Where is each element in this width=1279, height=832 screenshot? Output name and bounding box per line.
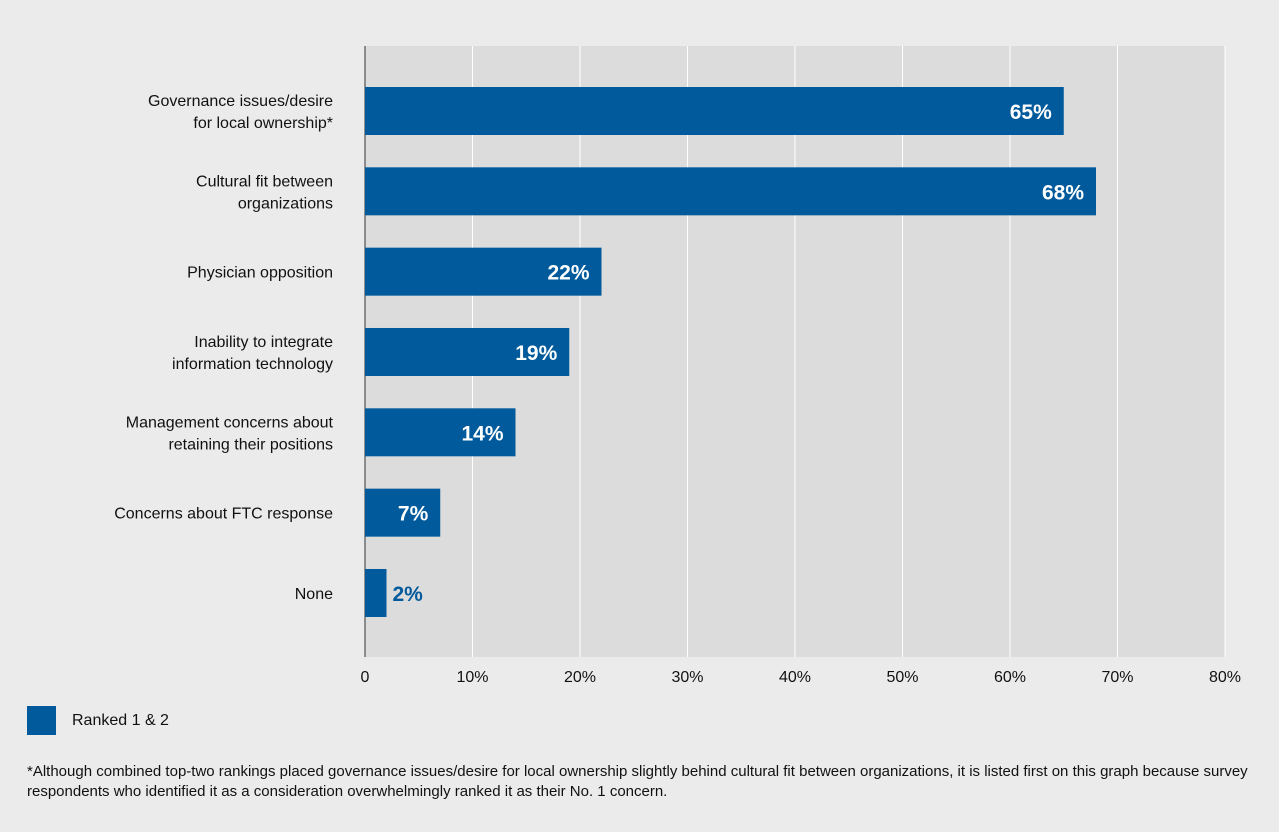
category-label: retaining their positions <box>168 436 333 453</box>
category-label: None <box>295 586 333 603</box>
bar-value-label: 65% <box>1010 101 1052 124</box>
bar <box>365 327 570 376</box>
category-label: organizations <box>238 195 333 212</box>
x-tick-label: 20% <box>564 669 596 686</box>
category-label: Governance issues/desire <box>148 93 333 110</box>
x-tick-label: 30% <box>671 669 703 686</box>
bar-value-label: 68% <box>1042 181 1084 204</box>
bar-value-label: 7% <box>398 503 429 526</box>
x-tick-label: 0 <box>361 669 370 686</box>
legend: Ranked 1 & 2 <box>27 706 169 735</box>
x-tick-label: 50% <box>886 669 918 686</box>
bar <box>365 87 1064 135</box>
legend-swatch <box>27 706 56 735</box>
x-tick-label: 40% <box>779 669 811 686</box>
x-tick-label: 60% <box>994 669 1026 686</box>
category-label: Inability to integrate <box>194 334 333 351</box>
category-label: Concerns about FTC response <box>114 506 333 523</box>
category-label: Physician opposition <box>187 265 333 282</box>
category-label: information technology <box>172 356 333 373</box>
category-label: Management concerns about <box>126 414 334 431</box>
bar-chart: 0 10% 20% 30% 40% 50% 60% 70% 80% 65% Governance i… <box>114 46 1241 686</box>
bar <box>365 568 387 617</box>
chart-svg: 0 10% 20% 30% 40% 50% 60% 70% 80% 65% Governance i… <box>114 46 1241 686</box>
bar <box>365 408 516 457</box>
bar-value-label: 2% <box>393 583 424 606</box>
bar <box>365 167 1096 216</box>
footnote: *Although combined top-two rankings plac… <box>27 763 1248 800</box>
legend-label: Ranked 1 & 2 <box>72 711 169 729</box>
x-tick-label: 10% <box>456 669 488 686</box>
bar-value-label: 19% <box>515 342 557 365</box>
bar <box>365 247 602 296</box>
bar-value-label: 22% <box>547 262 589 285</box>
x-tick-label: 80% <box>1209 669 1241 686</box>
x-tick-label: 70% <box>1101 669 1133 686</box>
category-label: Cultural fit between <box>196 173 333 190</box>
bar-value-label: 14% <box>461 422 503 445</box>
category-label: for local ownership* <box>193 115 333 132</box>
bar <box>365 488 441 537</box>
